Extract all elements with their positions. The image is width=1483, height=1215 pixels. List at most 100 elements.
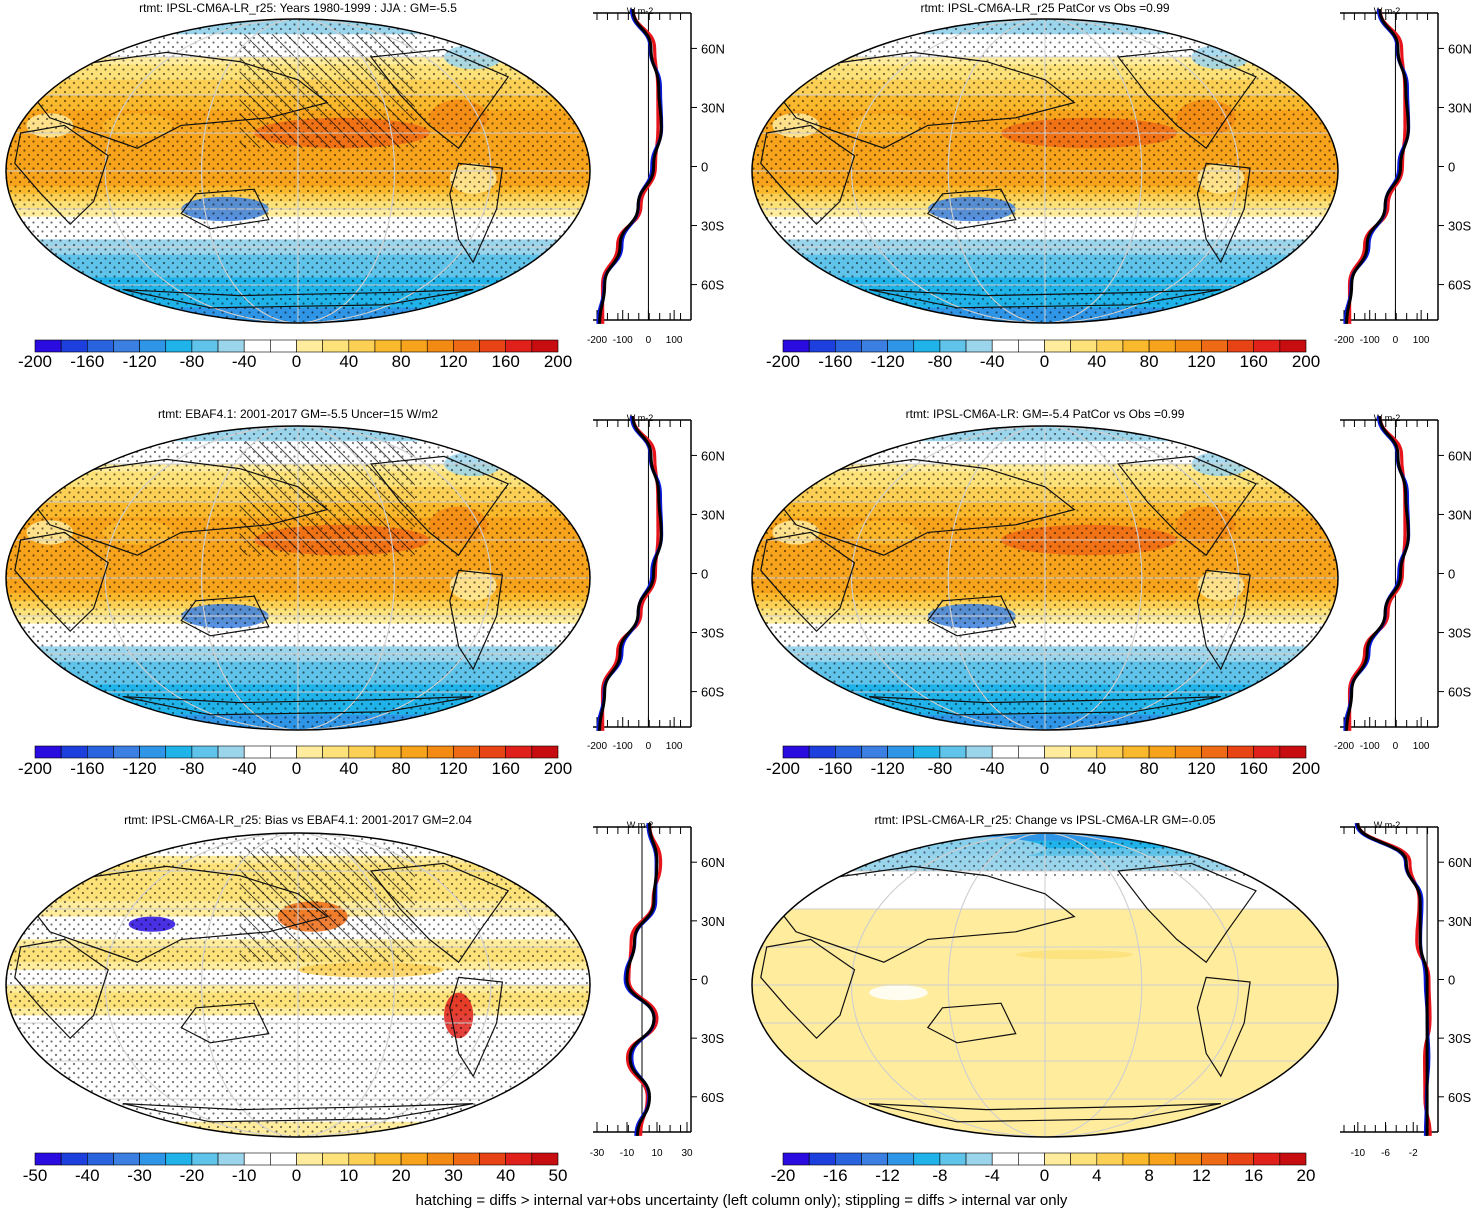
coastline bbox=[369, 862, 510, 964]
colorbar-label: 40 bbox=[339, 352, 358, 371]
colorbar-label: 12 bbox=[1192, 1166, 1211, 1185]
graticule-lon bbox=[947, 19, 1143, 323]
coastline bbox=[369, 455, 510, 557]
map-border bbox=[5, 832, 591, 1138]
colorbar-label: -40 bbox=[232, 759, 257, 778]
colorbar: -200 -160 -120 -80 -40 0 40 80 120 160 200 bbox=[766, 745, 1320, 778]
panel-title: rtmt: IPSL-CM6A-LR_r25 PatCor vs Obs =0.… bbox=[920, 1, 1169, 15]
colorbar-swatch bbox=[913, 745, 941, 759]
colorbar: -200 -160 -120 -80 -40 0 40 80 120 160 200 bbox=[18, 339, 572, 371]
panel-4: rtmt: IPSL-CM6A-LR: GM=-5.4 PatCor vs Ob… bbox=[751, 407, 1472, 778]
colorbar-label: -20 bbox=[180, 1166, 205, 1185]
colorbar-swatch bbox=[400, 1152, 428, 1166]
colorbar-swatch bbox=[165, 339, 193, 353]
colorbar-swatch bbox=[113, 339, 140, 353]
colorbar-swatch bbox=[834, 339, 862, 353]
colorbar-label: 40 bbox=[496, 1166, 515, 1185]
zonal-x-label: -200 bbox=[1334, 741, 1354, 752]
coastline bbox=[122, 696, 474, 716]
zonal-lat-label: 60N bbox=[1448, 41, 1472, 56]
panel-title: rtmt: EBAF4.1: 2001-2017 GM=-5.5 Uncer=1… bbox=[158, 407, 438, 421]
panel-title: rtmt: IPSL-CM6A-LR_r25: Bias vs EBAF4.1:… bbox=[124, 813, 472, 827]
colorbar-swatch bbox=[887, 745, 915, 759]
zonal-x-label: -100 bbox=[613, 335, 633, 346]
zonal-mean-line bbox=[600, 8, 660, 324]
coastline bbox=[14, 531, 109, 633]
coastline bbox=[14, 124, 109, 226]
map-field bbox=[752, 19, 1338, 323]
colorbar-swatch bbox=[1070, 1152, 1098, 1166]
coastline bbox=[771, 865, 1076, 963]
colorbar-swatch bbox=[505, 745, 533, 759]
zonal-mean-line bbox=[1356, 822, 1432, 1136]
coastline bbox=[926, 1002, 1017, 1044]
colorbar-swatch bbox=[374, 339, 402, 353]
zonal-lat-label: 30N bbox=[1448, 507, 1472, 522]
coastline bbox=[1196, 976, 1251, 1078]
colorbar-label: -16 bbox=[823, 1166, 848, 1185]
colorbar-label: -10 bbox=[232, 1166, 257, 1185]
zonal-unit-label: W m-2 bbox=[1374, 6, 1401, 16]
coastline bbox=[869, 1103, 1221, 1123]
colorbar-label: -40 bbox=[980, 759, 1005, 778]
colorbar-swatch bbox=[243, 745, 271, 759]
colorbar-swatch bbox=[270, 339, 297, 353]
zonal-x-label: -200 bbox=[1334, 335, 1354, 346]
colorbar-swatch bbox=[808, 745, 836, 759]
graticule-lon bbox=[851, 19, 1239, 323]
coastline bbox=[180, 1002, 270, 1044]
coastline bbox=[122, 1103, 474, 1123]
colorbar-swatch bbox=[887, 339, 915, 353]
colorbar-swatch bbox=[165, 1152, 193, 1166]
colorbar-swatch bbox=[1279, 339, 1307, 353]
colorbar-swatch bbox=[1148, 745, 1176, 759]
colorbar-label: 10 bbox=[339, 1166, 358, 1185]
colorbar-swatch bbox=[1227, 339, 1255, 353]
colorbar-swatch bbox=[1174, 745, 1202, 759]
colorbar-swatch bbox=[479, 1152, 506, 1166]
coastline bbox=[1117, 862, 1257, 964]
colorbar-swatch bbox=[991, 1152, 1019, 1166]
colorbar-swatch bbox=[1070, 745, 1098, 759]
colorbar-swatch bbox=[165, 745, 193, 759]
colorbar-swatch bbox=[1122, 745, 1150, 759]
colorbar-label: -160 bbox=[818, 759, 852, 778]
zonal-lat-label: 30N bbox=[701, 507, 725, 522]
colorbar-swatch bbox=[1018, 339, 1045, 353]
graticule-lon bbox=[104, 426, 492, 730]
colorbar-swatch bbox=[965, 339, 993, 353]
map-border bbox=[5, 425, 591, 731]
zonal-lat-label: 60N bbox=[1448, 855, 1472, 870]
colorbar-swatch bbox=[270, 1152, 297, 1166]
colorbar-swatch bbox=[217, 745, 245, 759]
colorbar-label: 0 bbox=[1040, 352, 1049, 371]
graticule-lon bbox=[201, 833, 395, 1137]
colorbar-label: -120 bbox=[123, 352, 157, 371]
coastline bbox=[869, 289, 1221, 309]
coastline bbox=[1117, 455, 1257, 557]
footer-caption: hatching = diffs > internal var+obs unce… bbox=[415, 1192, 1068, 1209]
graticule-lon bbox=[851, 426, 1239, 730]
colorbar-label: -80 bbox=[180, 759, 205, 778]
colorbar-swatch bbox=[1201, 1152, 1228, 1166]
colorbar-swatch bbox=[531, 1152, 559, 1166]
coastline bbox=[926, 595, 1017, 637]
colorbar-label: 80 bbox=[1140, 352, 1159, 371]
colorbar-label: 200 bbox=[1292, 352, 1320, 371]
colorbar-swatch bbox=[322, 1152, 350, 1166]
colorbar-swatch bbox=[531, 339, 559, 353]
colorbar-swatch bbox=[1044, 745, 1071, 759]
coastline bbox=[449, 569, 504, 671]
zonal-panel: 60N 30N 0 30S 60S W m-2 -200 -100 0 100 bbox=[1334, 413, 1472, 752]
zonal-lat-label: 60N bbox=[701, 41, 725, 56]
colorbar-swatch bbox=[34, 339, 62, 353]
zonal-lat-label: 0 bbox=[1448, 160, 1455, 175]
zonal-panel: 60N 30N 0 30S 60S W m-2 -10 -6 -2 bbox=[1340, 820, 1472, 1159]
colorbar: -200 -160 -120 -80 -40 0 40 80 120 160 200 bbox=[766, 339, 1320, 371]
colorbar-label: 160 bbox=[492, 759, 520, 778]
colorbar-label: -160 bbox=[70, 759, 104, 778]
colorbar-swatch bbox=[1096, 745, 1124, 759]
map-border bbox=[751, 832, 1339, 1138]
zonal-mean-line bbox=[598, 415, 663, 731]
colorbar-label: -40 bbox=[232, 352, 257, 371]
